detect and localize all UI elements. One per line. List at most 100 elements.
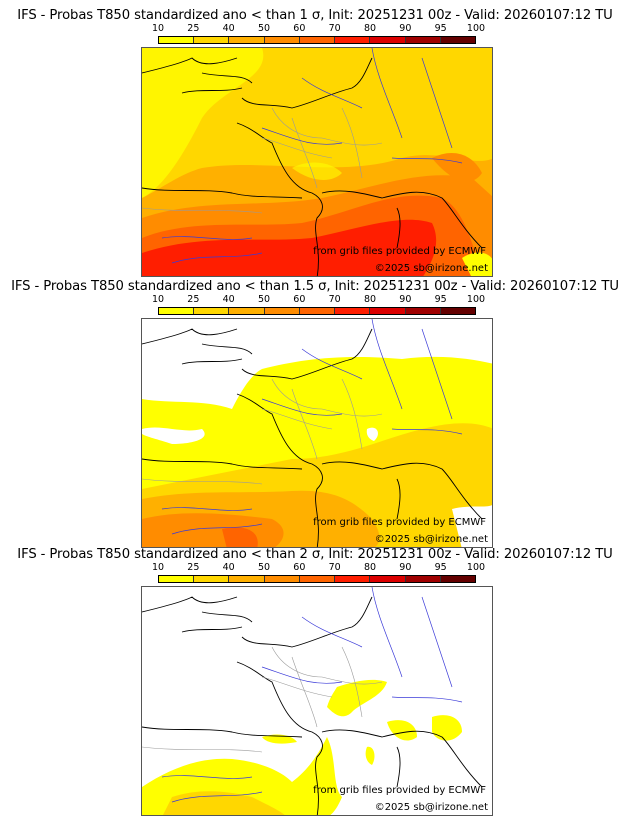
colorbar-tick-label: 70 [328, 294, 341, 305]
colorbar-segment [405, 576, 441, 582]
probability-region [142, 48, 264, 198]
colorbar-tick-label: 80 [363, 562, 377, 573]
colorbar-segment [194, 308, 230, 314]
colorbar-tick-label: 60 [293, 23, 306, 34]
colorbar-segment [335, 37, 371, 43]
colorbar-tick-label: 40 [222, 562, 235, 573]
geographic-line [161, 587, 463, 803]
probability-region [327, 679, 387, 717]
map-canvas [142, 48, 492, 276]
colorbar-segment [229, 37, 265, 43]
colorbar-tick-label: 70 [328, 562, 341, 573]
geographic-line [142, 328, 483, 547]
probability-region [366, 427, 378, 441]
probability-map: from grib files provided by ECMWF ©2025 … [141, 586, 493, 816]
colorbar-tick-label: 25 [187, 562, 200, 573]
colorbar-ticks: 10 25 40 50 60 70 80 90 95 100 [152, 294, 485, 305]
colorbar-ticks: 10 25 40 50 60 70 80 90 95 100 [152, 562, 485, 573]
colorbar-segment [299, 308, 336, 314]
colorbar-segment [229, 308, 265, 314]
probability-region [452, 504, 492, 547]
colorbar-segment [264, 576, 300, 582]
probability-region [365, 746, 375, 765]
colorbar-tick-label: 40 [222, 294, 235, 305]
colorbar-segment [159, 576, 195, 582]
colorbar-tick-label: 100 [466, 294, 486, 305]
colorbar-segment [194, 37, 230, 43]
colorbar-segment [335, 576, 371, 582]
colorbar-segment [229, 576, 265, 582]
source-credit: from grib files provided by ECMWF [313, 517, 486, 528]
colorbar-segment [159, 308, 195, 314]
probability-region [462, 252, 492, 276]
colorbar-segment [299, 37, 336, 43]
map-canvas [142, 587, 492, 815]
source-credit: from grib files provided by ECMWF [313, 785, 486, 796]
probability-region [142, 513, 284, 547]
colorbar-tick-label: 90 [399, 562, 412, 573]
map-canvas [142, 319, 492, 547]
colorbar-tick-label: 25 [187, 23, 200, 34]
geographic-line [142, 57, 483, 276]
colorbar-segment [440, 308, 475, 314]
colorbar-segment [194, 576, 230, 582]
colorbar [158, 575, 476, 583]
probability-region [387, 720, 417, 741]
colorbar-tick-label: 10 [151, 23, 165, 34]
colorbar [158, 307, 476, 315]
colorbar-tick-label: 80 [363, 23, 377, 34]
colorbar-segment [405, 308, 441, 314]
probability-region [432, 715, 462, 741]
colorbar-tick-label: 40 [222, 23, 235, 34]
copyright-credit: ©2025 sb@irizone.net [374, 534, 488, 545]
probability-region [292, 162, 342, 180]
colorbar-tick-label: 90 [399, 23, 412, 34]
colorbar-ticks: 10 25 40 50 60 70 80 90 95 100 [152, 23, 485, 34]
colorbar-segment [405, 37, 441, 43]
geographic-line [161, 48, 463, 264]
colorbar-segment [370, 576, 406, 582]
colorbar-tick-label: 60 [293, 562, 306, 573]
colorbar-tick-label: 50 [257, 562, 271, 573]
colorbar-tick-label: 10 [151, 294, 165, 305]
colorbar-tick-label: 95 [434, 23, 447, 34]
colorbar-tick-label: 95 [434, 294, 447, 305]
probability-region [142, 219, 437, 276]
colorbar-segment [440, 576, 475, 582]
panel-1sigma: IFS - Probas T850 standardized ano < tha… [0, 8, 630, 278]
source-credit: from grib files provided by ECMWF [313, 246, 486, 257]
colorbar-segment [370, 308, 406, 314]
geographic-line [142, 107, 383, 214]
copyright-credit: ©2025 sb@irizone.net [374, 263, 488, 274]
probability-region [262, 734, 297, 744]
panel-1-5sigma: IFS - Probas T850 standardized ano < tha… [0, 279, 630, 549]
copyright-credit: ©2025 sb@irizone.net [374, 802, 488, 813]
geographic-line [142, 596, 483, 815]
panel-title: IFS - Probas T850 standardized ano < tha… [17, 8, 613, 23]
geographic-line [161, 319, 463, 535]
probability-map: from grib files provided by ECMWF ©2025 … [141, 47, 493, 277]
colorbar-tick-label: 70 [328, 23, 341, 34]
colorbar-tick-label: 95 [434, 562, 447, 573]
colorbar-segment [440, 37, 475, 43]
panel-title: IFS - Probas T850 standardized ano < tha… [17, 547, 613, 562]
panel-2sigma: IFS - Probas T850 standardized ano < tha… [0, 547, 630, 817]
colorbar-tick-label: 100 [466, 23, 486, 34]
panel-title: IFS - Probas T850 standardized ano < tha… [11, 279, 619, 294]
colorbar-segment [264, 308, 300, 314]
colorbar-segment [370, 37, 406, 43]
colorbar-tick-label: 80 [363, 294, 377, 305]
colorbar-tick-label: 90 [399, 294, 412, 305]
colorbar-segment [299, 576, 336, 582]
colorbar-tick-label: 50 [257, 294, 271, 305]
colorbar-tick-label: 60 [293, 294, 306, 305]
probability-map: from grib files provided by ECMWF ©2025 … [141, 318, 493, 548]
colorbar-segment [264, 37, 300, 43]
colorbar [158, 36, 476, 44]
colorbar-tick-label: 100 [466, 562, 486, 573]
colorbar-tick-label: 25 [187, 294, 200, 305]
colorbar-tick-label: 50 [257, 23, 271, 34]
colorbar-segment [335, 308, 371, 314]
colorbar-segment [159, 37, 195, 43]
geographic-line [142, 378, 383, 485]
